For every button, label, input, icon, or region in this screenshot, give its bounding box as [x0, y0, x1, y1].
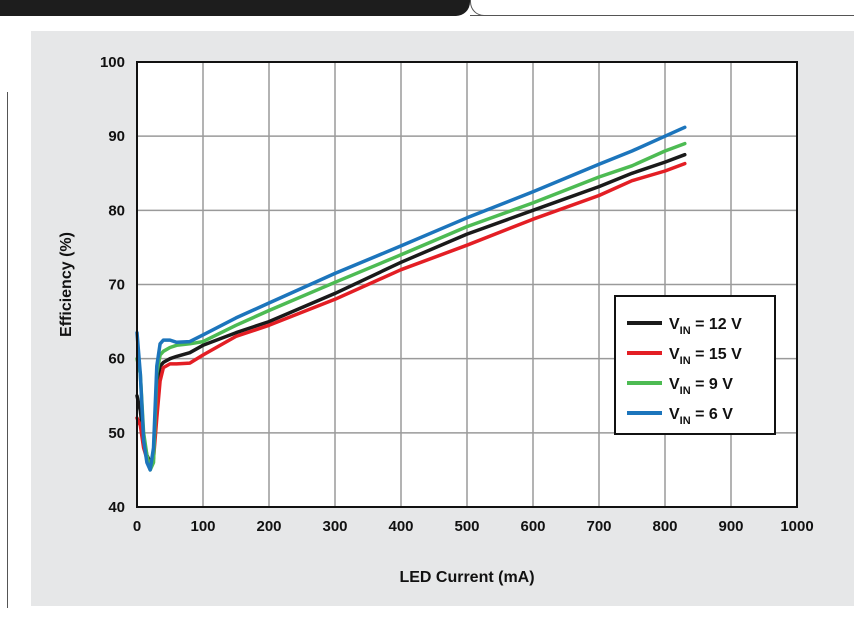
header-bar — [0, 0, 470, 16]
y-tick-label: 90 — [108, 128, 125, 145]
plot-frame — [136, 61, 798, 508]
y-tick-label: 50 — [108, 425, 125, 442]
x-tick-label: 0 — [133, 518, 141, 535]
legend-entry: VIN = 15 V — [669, 346, 742, 367]
margin-rule — [7, 92, 8, 608]
legend-entry: VIN = 12 V — [669, 316, 742, 337]
legend-entry: VIN = 6 V — [669, 406, 733, 427]
y-tick-label: 100 — [100, 54, 125, 71]
y-tick-labels: 40 50 60 70 80 90 100 — [100, 54, 125, 516]
x-tick-labels: 0 100 200 300 400 500 600 700 800 900 1000 — [133, 518, 814, 535]
legend: VIN = 12 V VIN = 15 V VIN = 9 V VIN = 6 V — [614, 295, 776, 435]
y-tick-label: 60 — [108, 351, 125, 368]
x-tick-label: 900 — [718, 518, 743, 535]
x-tick-label: 200 — [256, 518, 281, 535]
x-tick-label: 800 — [652, 518, 677, 535]
x-tick-label: 300 — [322, 518, 347, 535]
x-tick-label: 500 — [454, 518, 479, 535]
x-tick-label: 100 — [190, 518, 215, 535]
y-tick-label: 40 — [108, 499, 125, 516]
header-rule — [470, 15, 854, 16]
x-tick-label: 400 — [388, 518, 413, 535]
x-tick-label: 1000 — [780, 518, 813, 535]
y-tick-label: 70 — [108, 277, 125, 294]
y-axis-title: Efficiency (%) — [58, 232, 75, 337]
series-line-4 — [135, 125, 687, 472]
y-tick-label: 80 — [108, 202, 125, 219]
x-axis-title: LED Current (mA) — [399, 569, 534, 586]
x-tick-label: 600 — [520, 518, 545, 535]
series-lines — [135, 125, 687, 472]
legend-entry: VIN = 9 V — [669, 376, 733, 397]
x-tick-label: 700 — [586, 518, 611, 535]
